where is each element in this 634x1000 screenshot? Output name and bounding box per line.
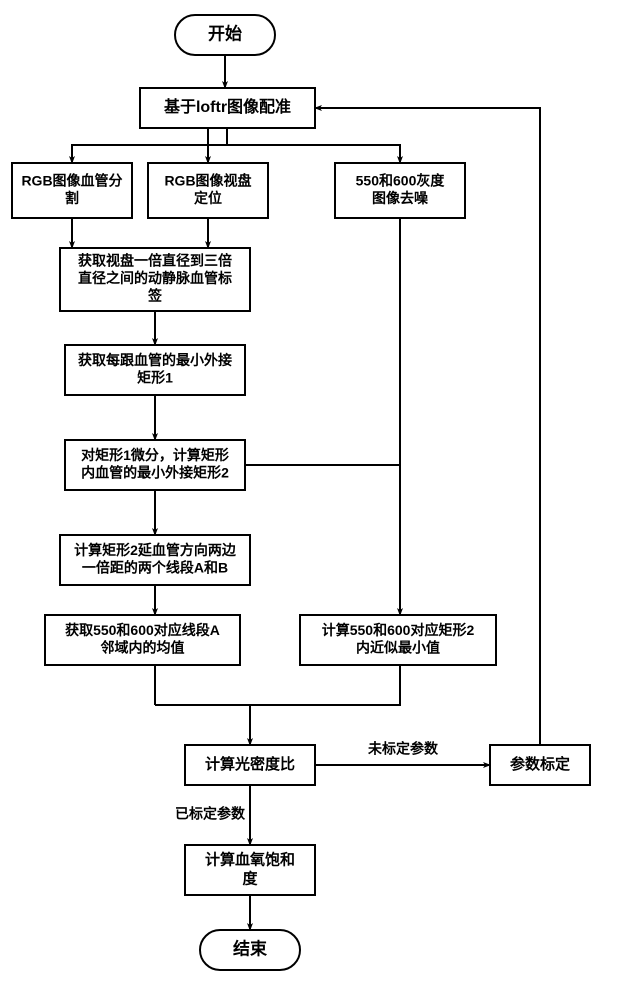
flow-node-loftr: 基于loftr图像配准: [140, 88, 315, 128]
flow-node-rect1: 获取每跟血管的最小外接矩形1: [65, 345, 245, 395]
flow-node-label: 获取550和600对应线段A: [65, 622, 220, 638]
flow-node-labels: 获取视盘一倍直径到三倍直径之间的动静脉血管标签: [60, 248, 250, 311]
flow-edge-label: 未标定参数: [368, 741, 439, 757]
flow-node-label: 邻域内的均值: [101, 639, 185, 655]
flow-node-end: 结束: [200, 930, 300, 970]
flow-node-seg: RGB图像血管分割: [12, 163, 132, 218]
flow-node-label: 计算光密度比: [205, 755, 295, 773]
flow-node-rect2: 对矩形1微分，计算矩形内血管的最小外接矩形2: [65, 440, 245, 490]
flow-node-label: 定位: [194, 190, 222, 206]
flow-node-label: 基于loftr图像配准: [163, 97, 291, 116]
flow-node-label: 计算血氧饱和: [205, 851, 295, 869]
flow-node-label: 550和600灰度: [356, 172, 446, 188]
flow-node-meanA: 获取550和600对应线段A邻域内的均值: [45, 615, 240, 665]
flow-node-minR2: 计算550和600对应矩形2内近似最小值: [300, 615, 496, 665]
flow-node-label: 结束: [233, 938, 267, 958]
flow-node-label: 度: [242, 869, 258, 887]
flow-node-denoise: 550和600灰度图像去噪: [335, 163, 465, 218]
flow-node-label: RGB图像血管分: [21, 172, 122, 188]
flow-edge: [227, 128, 400, 163]
flow-node-start: 开始: [175, 15, 275, 55]
flow-node-odr: 计算光密度比: [185, 745, 315, 785]
flow-node-seg2: 计算矩形2延血管方向两边一倍距的两个线段A和B: [60, 535, 250, 585]
flow-node-label: 一倍距的两个线段A和B: [82, 559, 228, 575]
flow-node-label: 割: [65, 190, 79, 206]
flow-node-label: 获取视盘一倍直径到三倍: [78, 253, 232, 269]
flowchart-canvas: 未标定参数已标定参数 开始基于loftr图像配准 RGB图像血管分割 RGB图像视盘定…: [0, 0, 634, 1000]
flow-node-label: 内近似最小值: [356, 639, 440, 655]
flow-node-label: RGB图像视盘: [164, 172, 251, 188]
flow-edge: [155, 665, 400, 705]
flow-node-label: 参数标定: [510, 755, 570, 773]
flow-node-label: 矩形1: [137, 369, 173, 385]
flow-node-spo2: 计算血氧饱和度: [185, 845, 315, 895]
flow-node-label: 计算矩形2延血管方向两边: [74, 542, 237, 558]
flow-node-calib: 参数标定: [490, 745, 590, 785]
flow-edge: [72, 128, 227, 163]
flow-node-label: 内血管的最小外接矩形2: [81, 464, 229, 480]
flow-node-label: 签: [147, 288, 163, 304]
flow-node-label: 计算550和600对应矩形2: [322, 622, 475, 638]
flow-edge-label: 已标定参数: [175, 806, 246, 822]
flow-node-label: 获取每跟血管的最小外接: [78, 352, 232, 368]
flow-node-label: 对矩形1微分，计算矩形: [81, 447, 229, 463]
flow-node-label: 直径之间的动静脉血管标: [78, 270, 232, 286]
flow-node-label: 开始: [208, 23, 242, 43]
flow-node-label: 图像去噪: [372, 190, 429, 206]
flow-node-disc: RGB图像视盘定位: [148, 163, 268, 218]
